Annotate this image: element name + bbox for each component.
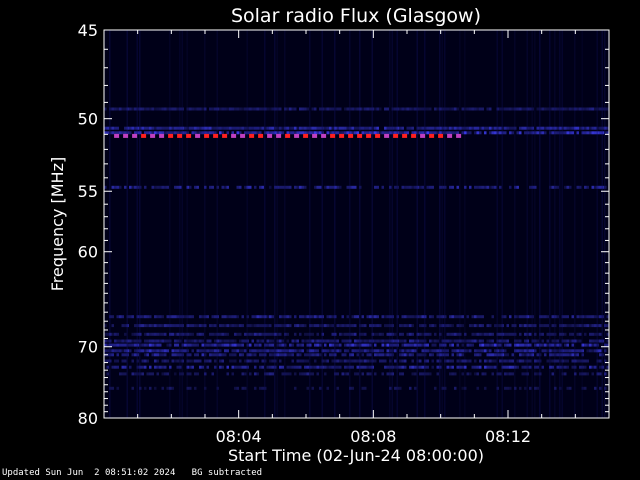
emission-band [109, 315, 609, 319]
emission-band [104, 343, 609, 347]
y-axis: 45 50 55 60 70 80 [78, 21, 609, 428]
y-tick-label: 80 [78, 409, 98, 428]
x-axis: 08:04 08:08 08:12 [137, 30, 576, 446]
x-axis-label: Start Time (02-Jun-24 08:00:00) [228, 446, 484, 465]
emission-band [104, 107, 609, 111]
emission-band [104, 359, 607, 363]
emission-band [104, 332, 609, 336]
emission-band [104, 185, 607, 189]
plot-frame [103, 29, 610, 419]
y-tick-label: 50 [78, 110, 98, 129]
x-tick-label: 08:12 [485, 427, 531, 446]
y-tick-label: 55 [78, 182, 98, 201]
y-tick-label: 45 [78, 21, 98, 40]
bg-note: BG subtracted [191, 468, 263, 478]
emission-band [104, 349, 607, 353]
emission-band [104, 324, 609, 328]
updated-timestamp: Updated Sun Jun 2 08:51:02 2024 [2, 468, 176, 478]
footer: Updated Sun Jun 2 08:51:02 2024 BG subtr… [2, 468, 262, 478]
emission-band [104, 339, 609, 343]
emission-band [109, 386, 607, 390]
x-tick-label: 08:08 [350, 427, 396, 446]
x-tick-label: 08:04 [216, 427, 262, 446]
y-tick-label: 70 [78, 338, 98, 357]
emission-band [104, 353, 604, 357]
y-axis-label: Frequency [MHz] [48, 157, 67, 291]
emission-band [104, 126, 609, 130]
background-streaks [109, 30, 606, 418]
emission-band [106, 372, 607, 376]
emission-band [106, 365, 609, 369]
spectrogram-data [104, 30, 609, 418]
emission-band [104, 131, 609, 135]
radio-burst [114, 133, 462, 138]
chart-title: Solar radio Flux (Glasgow) [231, 5, 481, 27]
y-tick-label: 60 [78, 243, 98, 262]
